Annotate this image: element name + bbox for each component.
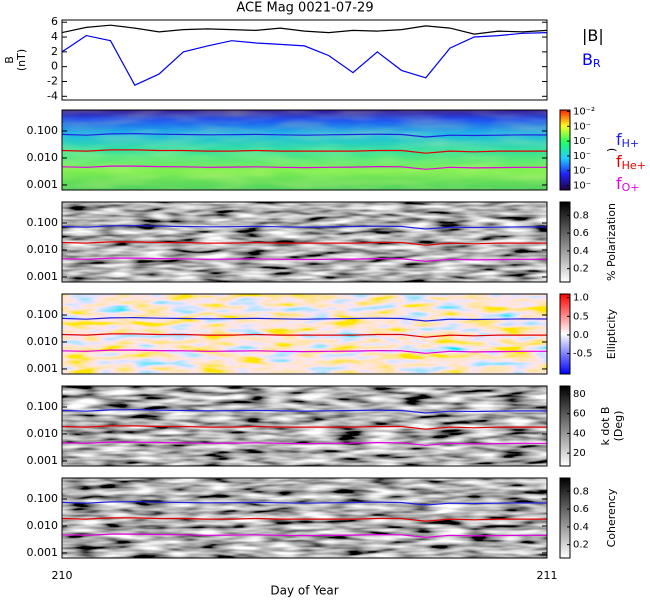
legend-subscript: He+ <box>622 159 646 172</box>
y-tick-label: 6 <box>51 15 58 28</box>
colorbar-tick-label: -0.5 <box>573 349 593 360</box>
series-line <box>62 441 547 446</box>
colorbar-tick-label: 20 <box>573 448 586 459</box>
series-line <box>62 316 547 322</box>
colorbar-label: Coherency <box>605 488 618 547</box>
legend-subscript: H+ <box>622 137 640 150</box>
colorbar-tick-label: 0.6 <box>573 504 589 515</box>
series-line <box>62 32 547 86</box>
colorbar <box>559 293 571 375</box>
legend-label: |B| <box>582 26 604 45</box>
series-line <box>62 165 547 170</box>
y-tick-label: 0.010 <box>27 243 59 256</box>
colorbar-tick-label: 0.0 <box>573 330 589 341</box>
y-tick-label: 0.001 <box>27 270 59 283</box>
x-tick-label: 210 <box>52 569 73 582</box>
legend-name: B <box>582 50 593 69</box>
colorbar-tick-label: 0.4 <box>573 246 589 257</box>
y-tick-label: 0.010 <box>27 427 59 440</box>
colorbar-tick-label: 80 <box>573 389 586 400</box>
chart-title: ACE Mag 0021-07-29 <box>236 1 373 16</box>
series-line <box>62 149 547 154</box>
series-line <box>62 241 547 246</box>
colorbar-label: ) <box>605 148 618 152</box>
plot-frame <box>61 293 548 375</box>
colorbar <box>559 385 571 467</box>
y-tick-label: 0.100 <box>27 308 59 321</box>
legend-subscript: R <box>593 57 601 70</box>
legend-name: f <box>616 152 622 171</box>
series-line <box>62 517 547 522</box>
colorbar-tick-label: 0.8 <box>573 210 589 221</box>
series-line <box>62 257 547 262</box>
plot-frame <box>61 477 548 559</box>
x-tick-label: 211 <box>537 569 558 582</box>
y-tick-label: 0.100 <box>27 492 59 505</box>
y-tick-label: 0.001 <box>27 178 59 191</box>
legend-label: fHe+ <box>616 152 646 173</box>
series-line <box>62 500 547 506</box>
colorbar-tick-label: 40 <box>573 428 586 439</box>
plot-frame <box>61 109 548 191</box>
colorbar-tick-label: 0.2 <box>573 540 589 551</box>
colorbar-tick-label: 1.0 <box>573 293 589 304</box>
colorbar-tick-label: 10⁻² <box>573 106 595 117</box>
colorbar-label: % Polarization <box>605 203 618 281</box>
colorbar <box>559 109 571 191</box>
series-line <box>62 533 547 538</box>
y-tick-label: 0.010 <box>27 335 59 348</box>
colorbar <box>559 477 571 559</box>
legend-name: f <box>616 174 622 193</box>
colorbar-tick-label: 0.8 <box>573 486 589 497</box>
legend-label: fO+ <box>616 174 640 195</box>
y-tick-label: 0.100 <box>27 400 59 413</box>
y-tick-label: -4 <box>47 89 58 102</box>
colorbar-tick-label: 60 <box>573 409 586 420</box>
series-line <box>62 349 547 354</box>
y-tick-label: 0.001 <box>27 454 59 467</box>
y-axis-label: B <box>3 56 16 64</box>
colorbar-tick-label: 0.2 <box>573 264 589 275</box>
legend-label: fH+ <box>616 130 639 151</box>
colorbar-label: Ellipticity <box>605 308 618 359</box>
colorbar-label: k dot B <box>599 407 612 446</box>
legend-subscript: O+ <box>622 181 640 194</box>
y-tick-label: 0 <box>51 60 58 73</box>
y-tick-label: 0.100 <box>27 124 59 137</box>
plot-frame <box>61 201 548 283</box>
legend-name: |B| <box>582 26 604 45</box>
colorbar-tick-label: 10⁻ <box>573 166 591 177</box>
colorbar-tick-label: 10⁻ <box>573 151 591 162</box>
y-tick-label: 0.001 <box>27 546 59 559</box>
y-tick-label: 0.001 <box>27 362 59 375</box>
plot-frame <box>61 385 548 467</box>
colorbar-tick-label: 10⁻ <box>573 181 591 192</box>
colorbar-tick-label: 0.4 <box>573 522 589 533</box>
y-tick-label: -2 <box>47 74 58 87</box>
colorbar-tick-label: 10⁻ <box>573 136 591 147</box>
series-line <box>62 224 547 230</box>
colorbar-tick-label: 10⁻ <box>573 121 591 132</box>
x-axis-label: Day of Year <box>270 584 338 598</box>
y-axis-label: (nT) <box>15 49 28 71</box>
y-tick-label: 0.010 <box>27 519 59 532</box>
series-line <box>62 425 547 430</box>
legend-label: BR <box>582 50 601 71</box>
series-line <box>62 132 547 138</box>
series-line <box>62 24 547 35</box>
series-line <box>62 408 547 414</box>
colorbar-label: (Deg) <box>612 411 625 442</box>
plot-frame <box>61 19 548 101</box>
y-tick-label: 0.100 <box>27 216 59 229</box>
colorbar <box>559 201 571 283</box>
series-line <box>62 333 547 338</box>
y-tick-label: 2 <box>51 45 58 58</box>
y-tick-label: 0.010 <box>27 151 59 164</box>
colorbar-tick-label: 0.6 <box>573 228 589 239</box>
legend-name: f <box>616 130 622 149</box>
y-tick-label: 4 <box>51 30 58 43</box>
colorbar-tick-label: 0.5 <box>573 311 589 322</box>
